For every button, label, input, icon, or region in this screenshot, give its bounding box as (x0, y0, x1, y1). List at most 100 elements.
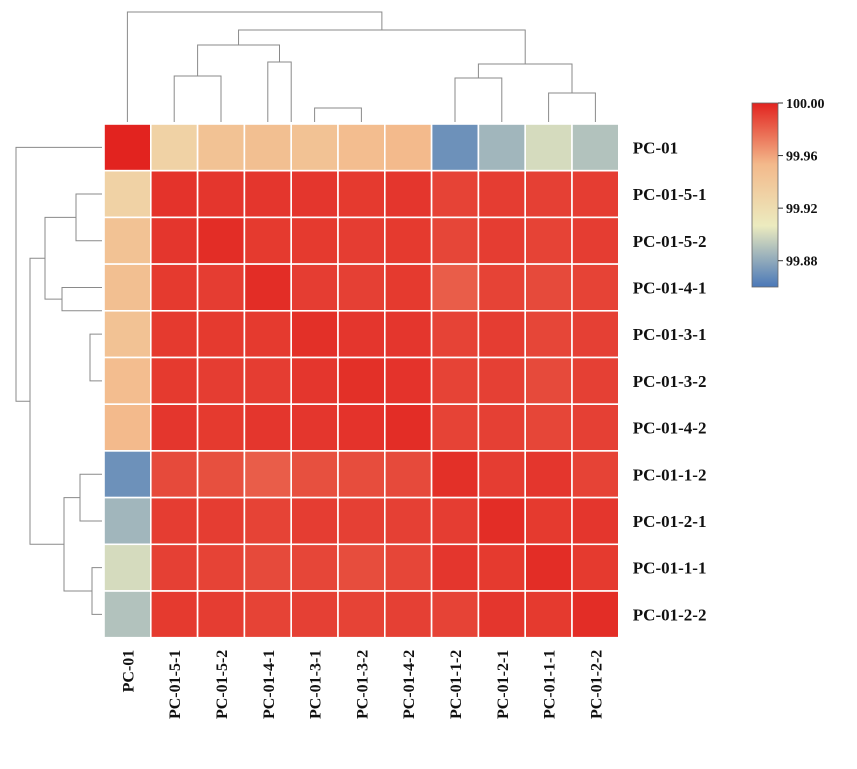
column-label: PC-01-2-1 (495, 650, 512, 719)
heatmap-cell-PC-01-5-2-PC-01 (103, 216, 152, 265)
dendrogram-link (548, 92, 596, 122)
heatmap-cell-PC-01-3-1-PC-01-1-2 (430, 309, 480, 359)
heatmap-cell-PC-01-1-1-PC-01-2-2 (571, 543, 620, 592)
heatmap-cell-PC-01-1-2-PC-01-5-2 (196, 450, 246, 499)
heatmap-cell-PC-01-4-2-PC-01-3-1 (290, 403, 339, 452)
heatmap-cell-PC-01-1-1-PC-01-4-2 (383, 543, 433, 592)
colorbar-tick-label: 99.92 (786, 202, 818, 217)
dendrogram-link (454, 77, 503, 122)
dendrogram-link (91, 567, 102, 615)
heatmap-cell-PC-01-4-1-PC-01-4-1 (243, 263, 292, 312)
heatmap-cell-PC-01-1-1-PC-01-3-2 (337, 543, 386, 592)
colorbar-gradient (751, 102, 779, 288)
heatmap-cell-PC-01-2-2-PC-01 (103, 590, 152, 639)
heatmap-cell-PC-01-5-2-PC-01-1-1 (524, 216, 573, 265)
heatmap-cell-PC-01-3-1-PC-01-5-1 (150, 309, 199, 359)
heatmap-cell-PC-01-5-2-PC-01-3-2 (337, 216, 386, 265)
heatmap-cell-PC-01-5-2-PC-01-5-2 (196, 216, 246, 265)
heatmap-cell-PC-01-PC-01-1-1 (524, 123, 573, 172)
heatmap-cell-PC-01-2-2-PC-01-4-2 (383, 590, 433, 639)
heatmap-cell-PC-01-PC-01-5-1 (150, 123, 199, 172)
heatmap-cell-PC-01-1-1-PC-01-1-1 (524, 543, 573, 592)
colorbar-tick-label: 99.96 (786, 150, 818, 165)
heatmap-cell-PC-01-1-2-PC-01-2-2 (571, 450, 620, 499)
heatmap-cell-PC-01-2-2-PC-01-3-2 (337, 590, 386, 639)
row-label: PC-01-5-2 (633, 232, 707, 251)
column-label: PC-01 (120, 650, 137, 693)
heatmap-cell-PC-01-4-1-PC-01-3-2 (337, 263, 386, 312)
heatmap-cell-PC-01-3-2-PC-01-4-1 (243, 356, 292, 406)
row-label: PC-01-5-1 (633, 185, 707, 204)
heatmap-cell-PC-01-5-2-PC-01-4-2 (383, 216, 433, 265)
heatmap-cell-PC-01-2-1-PC-01-1-1 (524, 496, 573, 546)
heatmap-cell-PC-01-2-1-PC-01-3-1 (290, 496, 339, 546)
row-label: PC-01-4-1 (633, 278, 707, 297)
heatmap-cell-PC-01-5-2-PC-01-2-2 (571, 216, 620, 265)
heatmap-cell-PC-01-PC-01-2-1 (477, 123, 526, 172)
heatmap-cell-PC-01-3-2-PC-01-5-2 (196, 356, 246, 406)
heatmap-cell-PC-01-3-2-PC-01-4-2 (383, 356, 433, 406)
heatmap-cell-PC-01-3-1-PC-01-3-2 (337, 309, 386, 359)
heatmap-cell-PC-01-3-1-PC-01-4-2 (383, 309, 433, 359)
heatmap-cell-PC-01-2-1-PC-01 (103, 496, 152, 546)
dendrogram-link (29, 257, 64, 545)
heatmap-cell-PC-01-5-2-PC-01-5-1 (150, 216, 199, 265)
colorbar-tick-label: 100.00 (786, 97, 825, 112)
heatmap-cell-PC-01-3-1-PC-01 (103, 309, 152, 359)
column-label: PC-01-4-1 (261, 650, 278, 719)
dendrogram-link (197, 44, 280, 76)
column-label: PC-01-5-1 (167, 650, 184, 719)
column-label: PC-01-1-2 (448, 650, 465, 719)
column-label: PC-01-3-1 (308, 650, 325, 719)
row-label: PC-01-3-1 (633, 325, 707, 344)
heatmap-cell-PC-01-5-2-PC-01-4-1 (243, 216, 292, 265)
heatmap-cell-PC-01-4-1-PC-01-1-2 (430, 263, 480, 312)
heatmap-cell-PC-01-2-2-PC-01-2-2 (571, 590, 620, 639)
heatmap-cell-PC-01-2-2-PC-01-4-1 (243, 590, 292, 639)
row-label: PC-01-2-2 (633, 605, 707, 624)
heatmap-cell-PC-01-1-2-PC-01-3-2 (337, 450, 386, 499)
heatmap-cell-PC-01-4-1-PC-01-5-1 (150, 263, 199, 312)
heatmap-cell-PC-01-2-1-PC-01-5-1 (150, 496, 199, 546)
dendrogram-link (238, 29, 526, 64)
heatmap-cell-PC-01-PC-01-2-2 (571, 123, 620, 172)
heatmap-cell-PC-01-3-1-PC-01-2-2 (571, 309, 620, 359)
colorbar-tick-label: 99.88 (786, 255, 818, 270)
heatmap-cell-PC-01-3-2-PC-01-1-1 (524, 356, 573, 406)
heatmap-cell-PC-01-4-2-PC-01-4-2 (383, 403, 433, 452)
heatmap-cell-PC-01-4-2-PC-01-5-1 (150, 403, 199, 452)
heatmap-cell-PC-01-PC-01-5-2 (196, 123, 246, 172)
heatmap-cell-PC-01-2-1-PC-01-2-2 (571, 496, 620, 546)
heatmap-cell-PC-01-3-1-PC-01-2-1 (477, 309, 526, 359)
heatmap-cell-PC-01-4-1-PC-01-2-2 (571, 263, 620, 312)
heatmap-cell-PC-01-PC-01 (103, 123, 152, 172)
heatmap-cell-PC-01-1-1-PC-01-5-1 (150, 543, 199, 592)
heatmap-cell-PC-01-3-2-PC-01-2-2 (571, 356, 620, 406)
dendrogram-link (267, 61, 292, 122)
row-label: PC-01-1-1 (633, 559, 707, 578)
heatmap-cell-PC-01-3-1-PC-01-1-1 (524, 309, 573, 359)
column-label: PC-01-4-2 (401, 650, 418, 719)
heatmap-cell-PC-01-1-1-PC-01-5-2 (196, 543, 246, 592)
heatmap-cell-PC-01-4-2-PC-01-4-1 (243, 403, 292, 452)
heatmap-cell-PC-01-1-2-PC-01-3-1 (290, 450, 339, 499)
heatmap-cell-PC-01-2-1-PC-01-3-2 (337, 496, 386, 546)
heatmap-cell-PC-01-1-2-PC-01-1-2 (430, 450, 480, 499)
heatmap-cell-PC-01-1-2-PC-01-1-1 (524, 450, 573, 499)
heatmap-cell-PC-01-1-2-PC-01-4-2 (383, 450, 433, 499)
heatmap-cell-PC-01-1-1-PC-01-4-1 (243, 543, 292, 592)
heatmap-cell-PC-01-3-2-PC-01-1-2 (430, 356, 480, 406)
row-label: PC-01-4-2 (633, 419, 707, 438)
dendrogram-link (75, 193, 102, 242)
row-dendrogram (15, 146, 102, 615)
heatmap-cell-PC-01-5-1-PC-01-2-1 (477, 169, 526, 219)
heatmap-cell-PC-01-3-2-PC-01-3-1 (290, 356, 339, 406)
heatmap-cell-PC-01-5-1-PC-01-1-1 (524, 169, 573, 219)
dendrogram-link (126, 11, 383, 122)
heatmap-cells (103, 123, 620, 639)
heatmap-cell-PC-01-1-2-PC-01-2-1 (477, 450, 526, 499)
heatmap-cell-PC-01-3-1-PC-01-3-1 (290, 309, 339, 359)
column-label: PC-01-1-1 (542, 650, 559, 719)
